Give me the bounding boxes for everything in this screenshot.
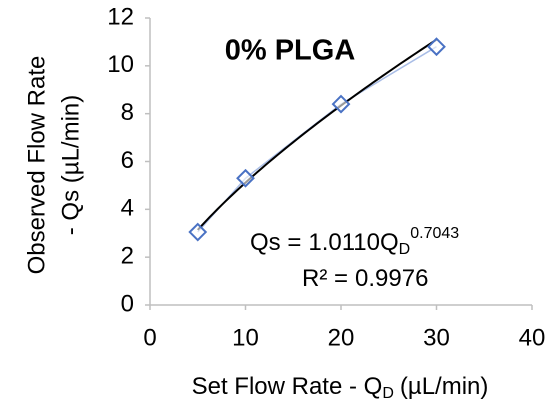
y-tick-label: 10 [107, 51, 134, 78]
chart-title: 0% PLGA [225, 35, 356, 67]
x-tick-label: 0 [143, 324, 156, 351]
r-squared-value: 0.9976 [355, 265, 428, 292]
x-axis-title-subscript: D [382, 385, 394, 402]
x-tick-label: 40 [519, 324, 546, 351]
data-point [427, 37, 446, 57]
trendline-equation: Qs = 1.0110QD0.7043 [250, 225, 459, 258]
equation-exponent: 0.7043 [410, 225, 459, 242]
data-point [236, 168, 255, 188]
y-tick-label: 4 [121, 195, 134, 222]
data-point [331, 94, 351, 114]
equation-variable: Q [380, 229, 399, 256]
equation-subscript: D [399, 241, 411, 258]
y-tick-label: 6 [121, 147, 134, 174]
equation-coefficient: 1.0110 [308, 229, 380, 256]
x-tick-label: 20 [328, 324, 355, 351]
y-tick-label: 2 [121, 243, 134, 270]
x-axis-title-text: Set Flow Rate - Q [192, 373, 383, 400]
trendline [197, 38, 438, 231]
x-axis-title: Set Flow Rate - QD (µL/min) [192, 373, 489, 402]
equation-lhs: Qs = [250, 229, 301, 256]
x-tick-label: 30 [423, 324, 450, 351]
x-tick-label: 10 [232, 324, 259, 351]
y-axis-title: - Qs (µL/min) [57, 95, 84, 236]
data-point [188, 222, 208, 242]
x-axis-title-unit: (µL/min) [400, 373, 489, 400]
y-tick-label: 0 [121, 290, 134, 317]
r-squared: R² = 0.9976 [302, 265, 428, 292]
y-tick-label: 12 [107, 3, 134, 30]
connector-line [197, 46, 437, 233]
y-tick-label: 8 [121, 99, 134, 126]
r-squared-label: R² = [302, 265, 348, 292]
y-axis-title: Observed Flow Rate [23, 56, 50, 275]
